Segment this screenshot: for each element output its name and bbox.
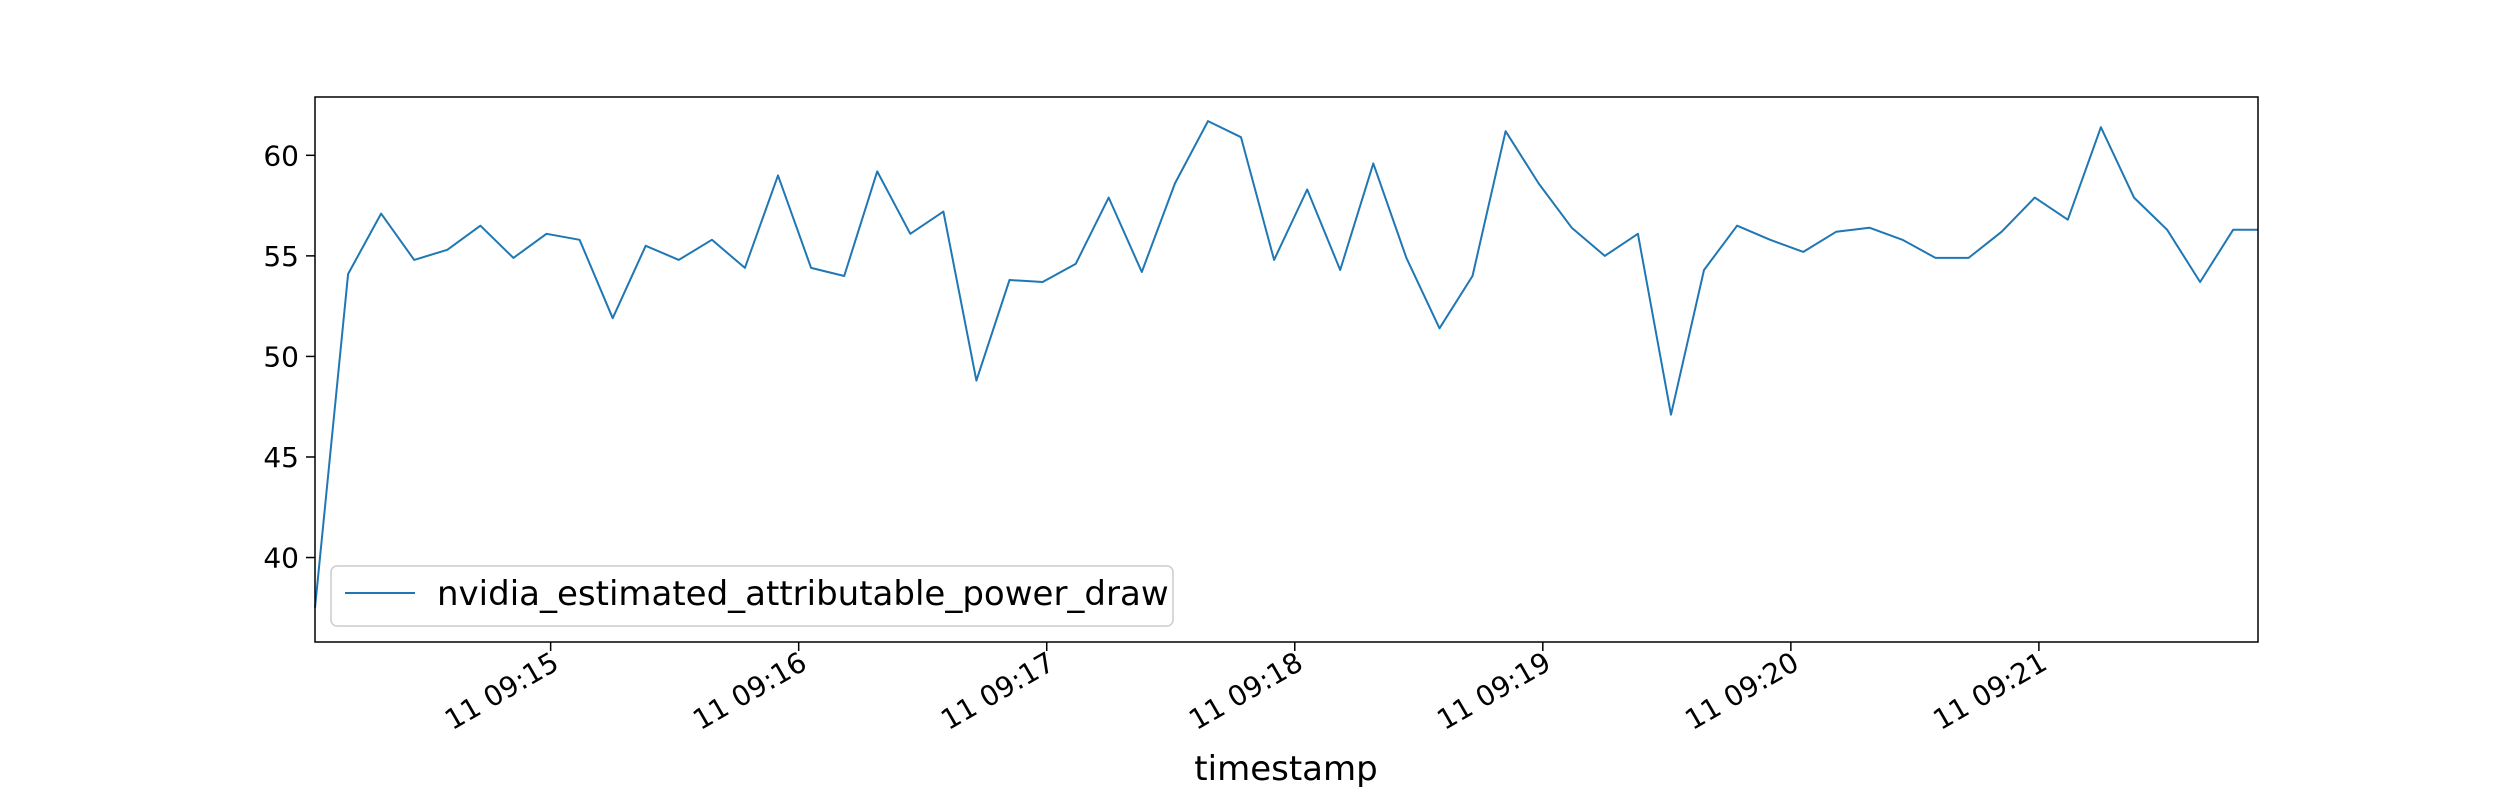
legend-box: [330, 565, 1174, 627]
y-axis: 40 45 50 55 60: [263, 139, 315, 575]
y-tick-label: 50: [263, 340, 299, 373]
x-tick-label: 11 09:19: [1431, 645, 1556, 736]
plot-area: [314, 96, 2259, 643]
series-line: [314, 120, 2258, 608]
x-tick-label: 11 09:18: [1183, 645, 1308, 736]
y-tick-label: 45: [263, 441, 299, 474]
y-tick-label: 40: [263, 542, 299, 575]
x-tick-label: 11 09:20: [1679, 645, 1804, 736]
x-tick-label: 11 09:16: [687, 645, 812, 736]
y-tick-label: 55: [263, 240, 299, 273]
legend-label: nvidia_estimated_attributable_power_draw: [437, 574, 1169, 614]
x-axis: 11 09:15 11 09:16 11 09:17 11 09:18 11 09:19…: [439, 642, 2052, 737]
x-tick-label: 11 09:15: [439, 645, 564, 736]
legend: nvidia_estimated_attributable_power_draw: [330, 565, 1174, 627]
x-tick-label: 11 09:17: [935, 645, 1060, 736]
x-tick-label: 11 09:21: [1927, 645, 2052, 736]
plot-frame: [314, 96, 2259, 643]
x-axis-title: timestamp: [1194, 749, 1377, 789]
y-tick-label: 60: [263, 139, 299, 172]
